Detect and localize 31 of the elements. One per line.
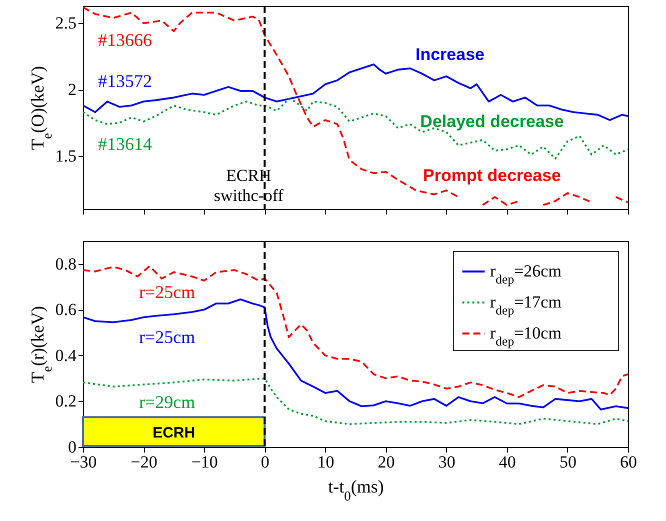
ref-line-label: ECRH swithc-off bbox=[214, 166, 284, 205]
annotation: r=25cm bbox=[138, 282, 196, 302]
legend-label: r$_{dep}$=17cm bbox=[490, 292, 562, 318]
annotation: Increase bbox=[416, 45, 484, 64]
annotation: Delayed decrease bbox=[420, 112, 564, 131]
x-tick-label: −10 bbox=[191, 452, 218, 472]
annotation: r=29cm bbox=[138, 392, 196, 412]
y-tick-label: 0.6 bbox=[55, 300, 76, 320]
annotation: r=25cm bbox=[138, 327, 196, 347]
annotation: #13666 bbox=[98, 30, 152, 50]
x-tick-label: 10 bbox=[317, 452, 334, 472]
annotation: #13614 bbox=[98, 134, 152, 154]
band-label: ECRH bbox=[152, 424, 196, 442]
x-tick-label: 20 bbox=[378, 452, 395, 472]
legend-label: r$_{dep}$=26cm bbox=[490, 262, 562, 286]
x-tick-label: 40 bbox=[498, 452, 516, 472]
x-tick-label: 60 bbox=[620, 452, 637, 472]
x-tick-label: 30 bbox=[438, 452, 456, 472]
x-axis-title: t-t$_{0}$(ms) bbox=[328, 476, 384, 503]
x-tick-label: 0 bbox=[260, 452, 270, 472]
x-tick-label: −20 bbox=[130, 452, 158, 472]
annotation: Prompt decrease bbox=[423, 166, 561, 185]
legend-label: r$_{dep}$=10cm bbox=[490, 324, 562, 348]
y-tick-label: 1.5 bbox=[55, 146, 76, 166]
y-tick-label: 0.4 bbox=[55, 346, 77, 365]
annotation: #13572 bbox=[98, 71, 152, 91]
y-tick-label: 2.5 bbox=[55, 14, 76, 33]
y-tick-label: 0.2 bbox=[55, 392, 76, 411]
x-tick-label: 50 bbox=[559, 452, 576, 472]
y-tick-label: 0.8 bbox=[55, 254, 76, 274]
y-tick-label: 2 bbox=[68, 80, 76, 100]
